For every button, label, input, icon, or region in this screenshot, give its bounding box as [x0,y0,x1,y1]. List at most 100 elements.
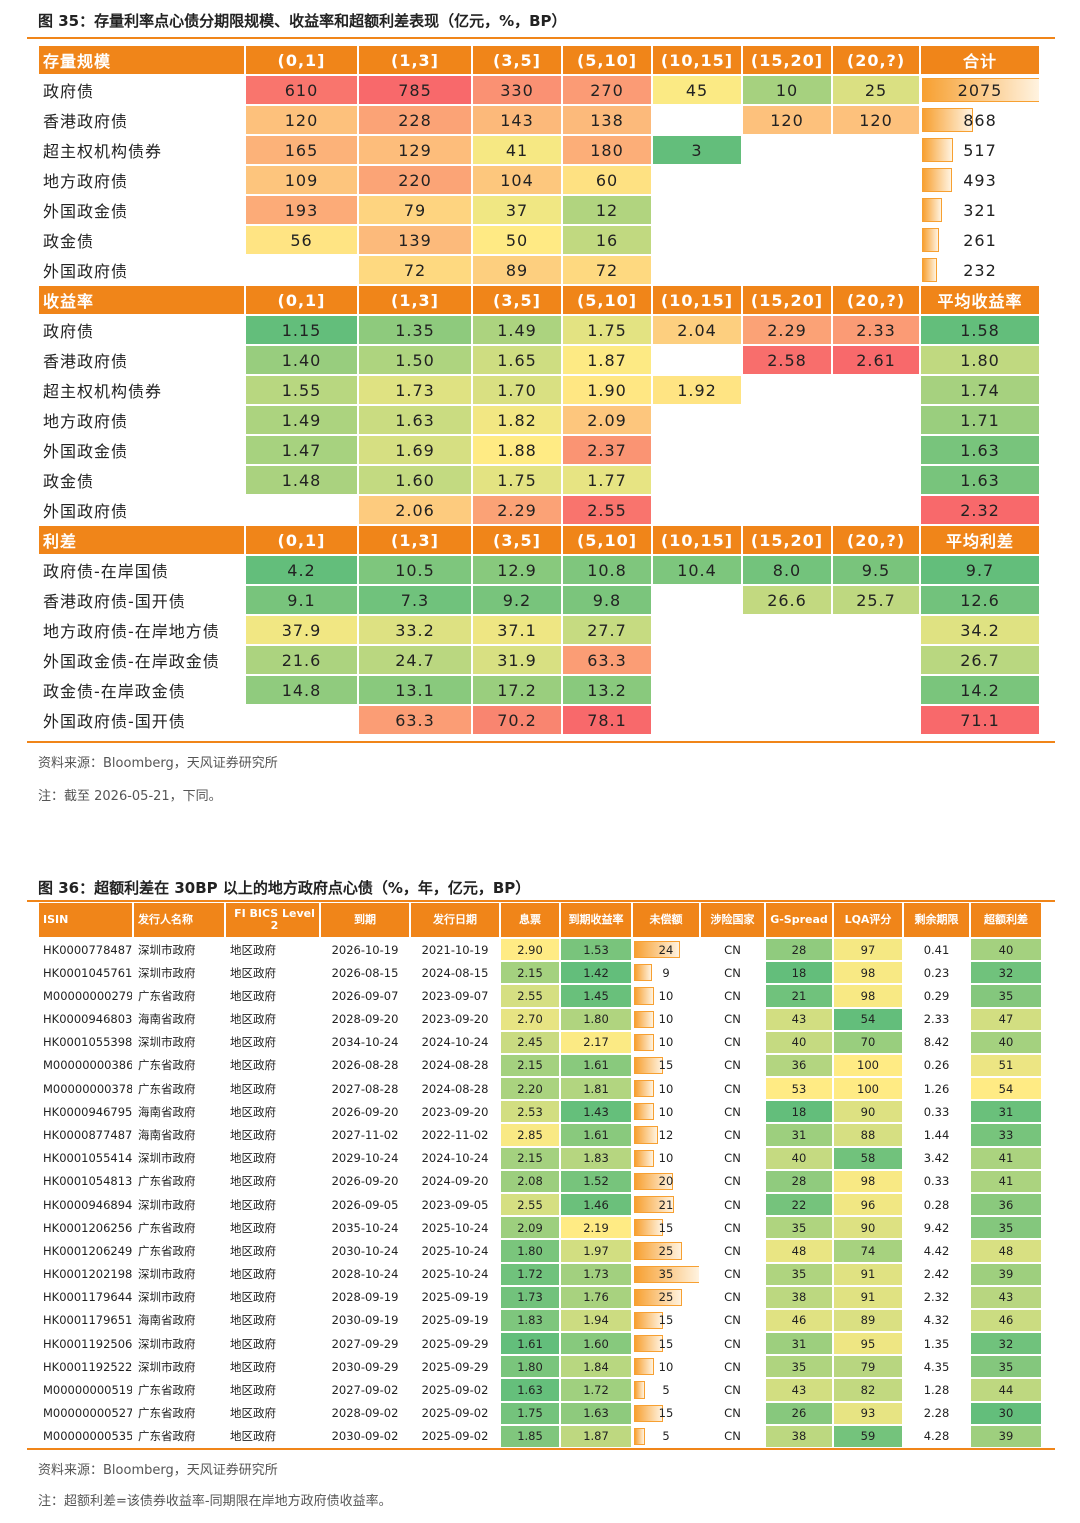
cell-text: 15 [658,1220,674,1235]
table-cell: 2027-09-02 [320,1378,410,1402]
cell-text: 2035-10-24 [331,1220,399,1235]
cell-text: 4.2 [287,560,316,580]
bar-cell: 24 [632,938,700,962]
cell-text: 1.75 [587,320,627,340]
cell-text: CN [724,1359,741,1374]
table-cell: CN [700,1007,765,1031]
heat-cell: 31.9 [472,645,562,675]
cell-text: 外国政金债-在岸政金债 [43,652,220,671]
cell-text: 868 [963,110,997,130]
table-cell: 2026-09-05 [320,1193,410,1217]
heat-cell: 40 [970,938,1042,962]
table-cell: 2028-09-20 [320,1007,410,1031]
header-cell: (3,5] [472,45,562,75]
bar-cell: 10 [632,1355,700,1379]
cell-text: 1.42 [583,965,609,980]
header-cell: 发行人名称 [133,902,225,938]
heat-cell: 2.15 [500,961,560,985]
table-cell: 广东省政府 [133,1053,225,1078]
cell-text: 10.5 [395,560,435,580]
cell-text: 地方政府债 [43,412,129,431]
cell-text: CN [724,1336,741,1351]
heat-cell: 2.90 [500,938,560,962]
cell-text: 9.5 [861,560,891,580]
table-cell: HK0001045761 [38,961,133,985]
table-cell: 海南省政府 [133,1123,225,1147]
cell-text: (3,5] [493,50,541,70]
cell-text: CN [724,1406,741,1421]
cell-text: CN [724,1197,741,1212]
heat-cell: 40 [765,1030,833,1054]
cell-text: 2028-09-19 [331,1290,399,1305]
total-cell: 321 [920,195,1040,225]
heat-cell: 2.55 [562,495,652,525]
cell-text: HK0000778487 [43,942,133,957]
table-cell: 2024-08-28 [410,1077,500,1101]
table-cell: 2023-09-20 [410,1007,500,1031]
cell-text: 地方政府债 [43,172,129,191]
cell-text: 地区政府 [230,1383,276,1398]
heat-cell: 72 [562,255,652,285]
header-cell: 超额利差 [970,902,1042,938]
heat-cell: 193 [245,195,358,225]
cell-text: CN [724,1267,741,1282]
cell-text: 120 [859,110,893,130]
heat-cell: 2.85 [500,1123,560,1147]
header-cell: 合计 [920,45,1040,75]
cell-text: 493 [963,170,997,190]
cell-text: 12 [595,200,619,220]
cell-text: 610 [284,80,319,100]
data-bar [634,1358,655,1376]
cell-text: 9.1 [287,590,316,610]
cell-text: (20,?) [846,530,906,550]
table-cell: HK0001055398 [38,1030,133,1054]
cell-text: HK0000946795 [43,1104,133,1119]
heat-cell: 13.2 [562,675,652,705]
cell-text: 74 [860,1243,876,1258]
cell-text: 43 [998,1290,1014,1305]
cell-text: 1.81 [583,1081,609,1096]
heat-cell: 41 [472,135,562,165]
table-cell: 地区政府 [225,1193,320,1217]
cell-text: 9.2 [502,590,532,610]
cell-text: 2.08 [517,1174,543,1189]
header-cell: (0,1] [245,525,358,555]
heat-cell: 129 [358,135,472,165]
cell-text: 330 [500,80,534,100]
cell-text: 2.61 [856,350,896,370]
cell-text: 25 [658,1290,674,1305]
header-cell: (20,?) [832,285,920,315]
cell-text: 2026-08-15 [331,965,399,980]
heat-cell: 96 [833,1193,903,1217]
cell-text: (5,10] [576,50,638,70]
data-bar [634,1172,673,1190]
cell-text: 50 [505,230,529,250]
cell-text: 31 [791,1336,807,1351]
table-cell: 深圳市政府 [133,1193,225,1217]
cell-text: 2027-08-28 [331,1081,399,1096]
cell-text: 15 [658,1406,674,1421]
heat-cell: 33 [970,1123,1042,1147]
cell-text: 2.28 [923,1406,950,1421]
data-bar [634,1149,655,1167]
table-cell: 地区政府 [225,1053,320,1078]
cell-text: 100 [857,1081,879,1096]
cell-text: 2026-08-28 [331,1058,399,1073]
cell-text: 2026-09-05 [331,1197,399,1212]
heat-cell: 2.15 [500,1146,560,1170]
cell-text: 收益率 [43,292,95,311]
heat-cell: 1.60 [358,465,472,495]
heat-cell: 40 [765,1146,833,1170]
heat-cell: 1.87 [560,1424,632,1448]
cell-text: 47 [998,1012,1014,1027]
data-bar [634,1381,646,1399]
cell-text: G-Spread [770,913,828,926]
cell-text: 60 [595,170,619,190]
heat-cell: 1.61 [560,1053,632,1078]
heat-cell: 46 [970,1308,1042,1333]
heat-cell: 38 [765,1285,833,1309]
data-bar [922,108,973,132]
cell-text: 193 [284,200,319,220]
cell-text: 地区政府 [230,1429,276,1444]
